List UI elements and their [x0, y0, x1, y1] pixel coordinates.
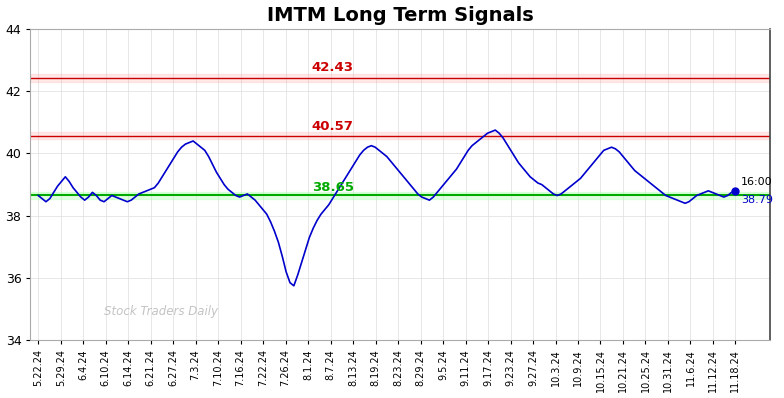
Text: Stock Traders Daily: Stock Traders Daily: [104, 306, 219, 318]
Text: 38.79: 38.79: [741, 195, 773, 205]
Title: IMTM Long Term Signals: IMTM Long Term Signals: [267, 6, 534, 25]
Text: 40.57: 40.57: [312, 119, 354, 133]
Bar: [31, 192, 771, 199]
Text: 16:00: 16:00: [741, 177, 773, 187]
Text: 42.43: 42.43: [311, 61, 354, 74]
Bar: [31, 132, 771, 139]
Bar: [31, 74, 771, 82]
Text: 38.65: 38.65: [311, 181, 354, 194]
